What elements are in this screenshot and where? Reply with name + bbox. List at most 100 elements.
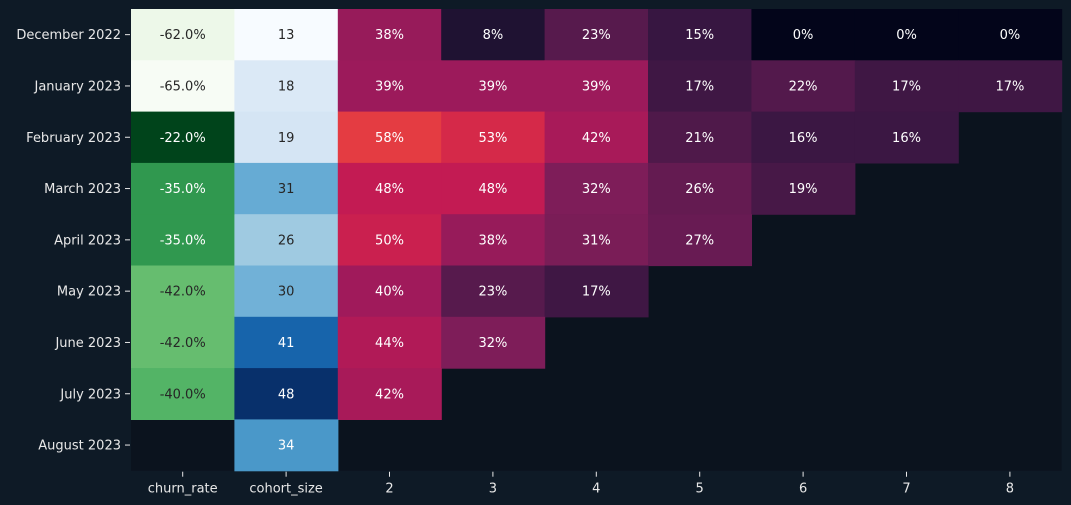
heatmap-cell xyxy=(131,316,235,369)
heatmap-cell xyxy=(131,368,235,420)
heatmap-cell xyxy=(441,265,546,318)
cell-value-label: 40% xyxy=(375,285,404,300)
x-tick-label: cohort_size xyxy=(249,482,322,497)
x-tick-label: 5 xyxy=(696,482,704,497)
heatmap-cell xyxy=(234,368,339,420)
heatmap-cell xyxy=(234,214,339,267)
cell-value-label: -62.0% xyxy=(160,28,206,43)
heatmap-cell xyxy=(441,9,546,61)
cell-value-label: 17% xyxy=(685,79,714,94)
heatmap-cell xyxy=(751,9,856,61)
cell-value-label: 31 xyxy=(278,182,295,197)
heatmap-cell xyxy=(544,9,649,61)
cell-value-label: 16% xyxy=(892,131,921,146)
heatmap-cell xyxy=(544,111,649,164)
heatmap-cell xyxy=(337,368,442,420)
cell-value-label: 38% xyxy=(375,28,404,43)
heatmap-cell xyxy=(131,214,235,267)
cell-value-label: 17% xyxy=(892,79,921,94)
heatmap-cell xyxy=(441,111,546,164)
cell-value-label: 26% xyxy=(685,182,714,197)
heatmap-cell xyxy=(648,162,752,215)
cell-value-label: 39% xyxy=(375,79,404,94)
cell-value-label: -65.0% xyxy=(160,79,206,94)
cell-value-label: 34 xyxy=(278,439,295,454)
heatmap-cell xyxy=(131,111,235,164)
x-tick-label: 7 xyxy=(902,482,910,497)
cell-value-label: -42.0% xyxy=(160,336,206,351)
cell-value-label: 38% xyxy=(478,233,507,248)
cell-value-label: 48% xyxy=(478,182,507,197)
y-tick-label: June 2023 xyxy=(54,336,121,351)
cell-value-label: 0% xyxy=(1000,28,1021,43)
x-axis: churn_rate cohort_size 2 3 4 5 6 7 8 xyxy=(148,471,1014,497)
cell-value-label: 0% xyxy=(896,28,917,43)
heatmap-cell xyxy=(751,60,856,113)
cell-value-label: 48 xyxy=(278,387,295,402)
cell-value-label: 32% xyxy=(582,182,611,197)
cell-value-label: -40.0% xyxy=(160,387,206,402)
heatmap-cell xyxy=(958,9,1063,61)
cell-value-label: 23% xyxy=(582,28,611,43)
heatmap-cell xyxy=(958,60,1063,113)
cell-value-label: 13 xyxy=(278,28,295,43)
cell-value-label: 41 xyxy=(278,336,295,351)
cell-value-label: 42% xyxy=(582,131,611,146)
heatmap-cell xyxy=(234,9,339,61)
cell-value-label: 17% xyxy=(995,79,1024,94)
heatmap-cell xyxy=(234,60,339,113)
heatmap-plot-area: -62.0% 13 38% 8% 23% 15% 0% 0% 0% -65.0% 18 39% 39% 3… xyxy=(131,9,1063,472)
heatmap-cell xyxy=(751,111,856,164)
cell-value-label: -35.0% xyxy=(160,233,206,248)
heatmap-cell xyxy=(234,419,339,472)
cell-value-label: 30 xyxy=(278,285,295,300)
cell-value-label: 17% xyxy=(582,285,611,300)
y-tick-label: March 2023 xyxy=(44,182,121,197)
cell-value-label: 22% xyxy=(789,79,818,94)
cell-value-label: 18 xyxy=(278,79,295,94)
cell-value-label: 15% xyxy=(685,28,714,43)
cell-value-label: 8% xyxy=(483,28,504,43)
cell-value-label: 26 xyxy=(278,233,295,248)
cell-value-label: 42% xyxy=(375,387,404,402)
heatmap-cell xyxy=(441,316,546,369)
cell-value-label: -35.0% xyxy=(160,182,206,197)
y-tick-label: February 2023 xyxy=(26,131,121,146)
cell-value-label: 50% xyxy=(375,233,404,248)
heatmap-cell xyxy=(337,60,442,113)
heatmap-cell xyxy=(544,265,649,318)
cell-value-label: 44% xyxy=(375,336,404,351)
y-tick-label: August 2023 xyxy=(38,439,121,454)
heatmap-cell xyxy=(441,162,546,215)
cell-value-label: 19% xyxy=(789,182,818,197)
cell-value-label: 21% xyxy=(685,131,714,146)
heatmap-cell xyxy=(337,316,442,369)
x-tick-label: 2 xyxy=(385,482,393,497)
heatmap-cell xyxy=(337,111,442,164)
heatmap-cell xyxy=(544,162,649,215)
y-tick-label: May 2023 xyxy=(57,285,121,300)
heatmap-cell xyxy=(648,214,752,267)
cell-value-label: -22.0% xyxy=(160,131,206,146)
x-tick-label: 8 xyxy=(1006,482,1014,497)
heatmap-cell xyxy=(131,162,235,215)
cell-value-label: 39% xyxy=(478,79,507,94)
cell-value-label: 16% xyxy=(789,131,818,146)
x-tick-label: 6 xyxy=(799,482,807,497)
y-tick-label: December 2022 xyxy=(16,28,121,43)
y-axis: December 2022 January 2023 February 2023 Ma… xyxy=(16,28,130,454)
heatmap-cell xyxy=(337,9,442,61)
cell-value-label: 19 xyxy=(278,131,295,146)
x-tick-label: 3 xyxy=(489,482,497,497)
cell-value-label: 48% xyxy=(375,182,404,197)
heatmap-cell xyxy=(441,214,546,267)
cell-value-label: 31% xyxy=(582,233,611,248)
heatmap-cell xyxy=(544,60,649,113)
heatmap-cell xyxy=(441,60,546,113)
cell-value-label: 39% xyxy=(582,79,611,94)
cell-value-label: 32% xyxy=(478,336,507,351)
heatmap-cell xyxy=(648,60,752,113)
heatmap-cell xyxy=(544,214,649,267)
heatmap-cell xyxy=(648,111,752,164)
heatmap-cell xyxy=(234,265,339,318)
